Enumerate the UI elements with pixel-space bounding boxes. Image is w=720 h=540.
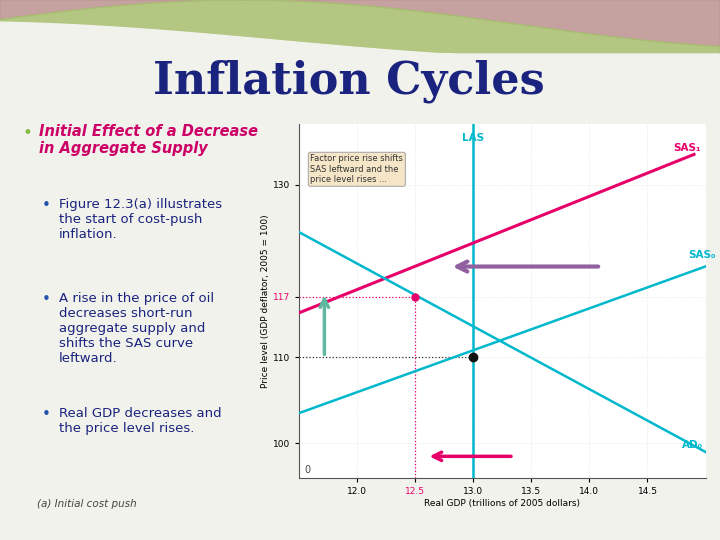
Text: •: • bbox=[42, 198, 51, 213]
Text: SAS₀: SAS₀ bbox=[688, 249, 716, 260]
Text: 0: 0 bbox=[305, 465, 311, 475]
Text: Real GDP decreases and
the price level rises.: Real GDP decreases and the price level r… bbox=[59, 407, 221, 435]
Text: Figure 12.3(a) illustrates
the start of cost-push
inflation.: Figure 12.3(a) illustrates the start of … bbox=[59, 198, 222, 240]
Text: AD₀: AD₀ bbox=[683, 440, 703, 450]
Text: SAS₁: SAS₁ bbox=[673, 143, 701, 153]
Text: •: • bbox=[42, 407, 51, 422]
Text: (a) Initial cost push: (a) Initial cost push bbox=[37, 500, 136, 509]
Text: •: • bbox=[23, 124, 32, 141]
Text: •: • bbox=[42, 292, 51, 307]
X-axis label: Real GDP (trillions of 2005 dollars): Real GDP (trillions of 2005 dollars) bbox=[424, 499, 580, 508]
Y-axis label: Price level (GDP deflator, 2005 = 100): Price level (GDP deflator, 2005 = 100) bbox=[261, 214, 270, 388]
Text: LAS: LAS bbox=[462, 133, 485, 143]
Text: Initial Effect of a Decrease
in Aggregate Supply: Initial Effect of a Decrease in Aggregat… bbox=[40, 124, 258, 156]
Text: A rise in the price of oil
decreases short-run
aggregate supply and
shifts the S: A rise in the price of oil decreases sho… bbox=[59, 292, 214, 365]
Text: Factor price rise shifts
SAS leftward and the
price level rises ...: Factor price rise shifts SAS leftward an… bbox=[310, 154, 403, 184]
Text: Inflation Cycles: Inflation Cycles bbox=[153, 59, 545, 103]
